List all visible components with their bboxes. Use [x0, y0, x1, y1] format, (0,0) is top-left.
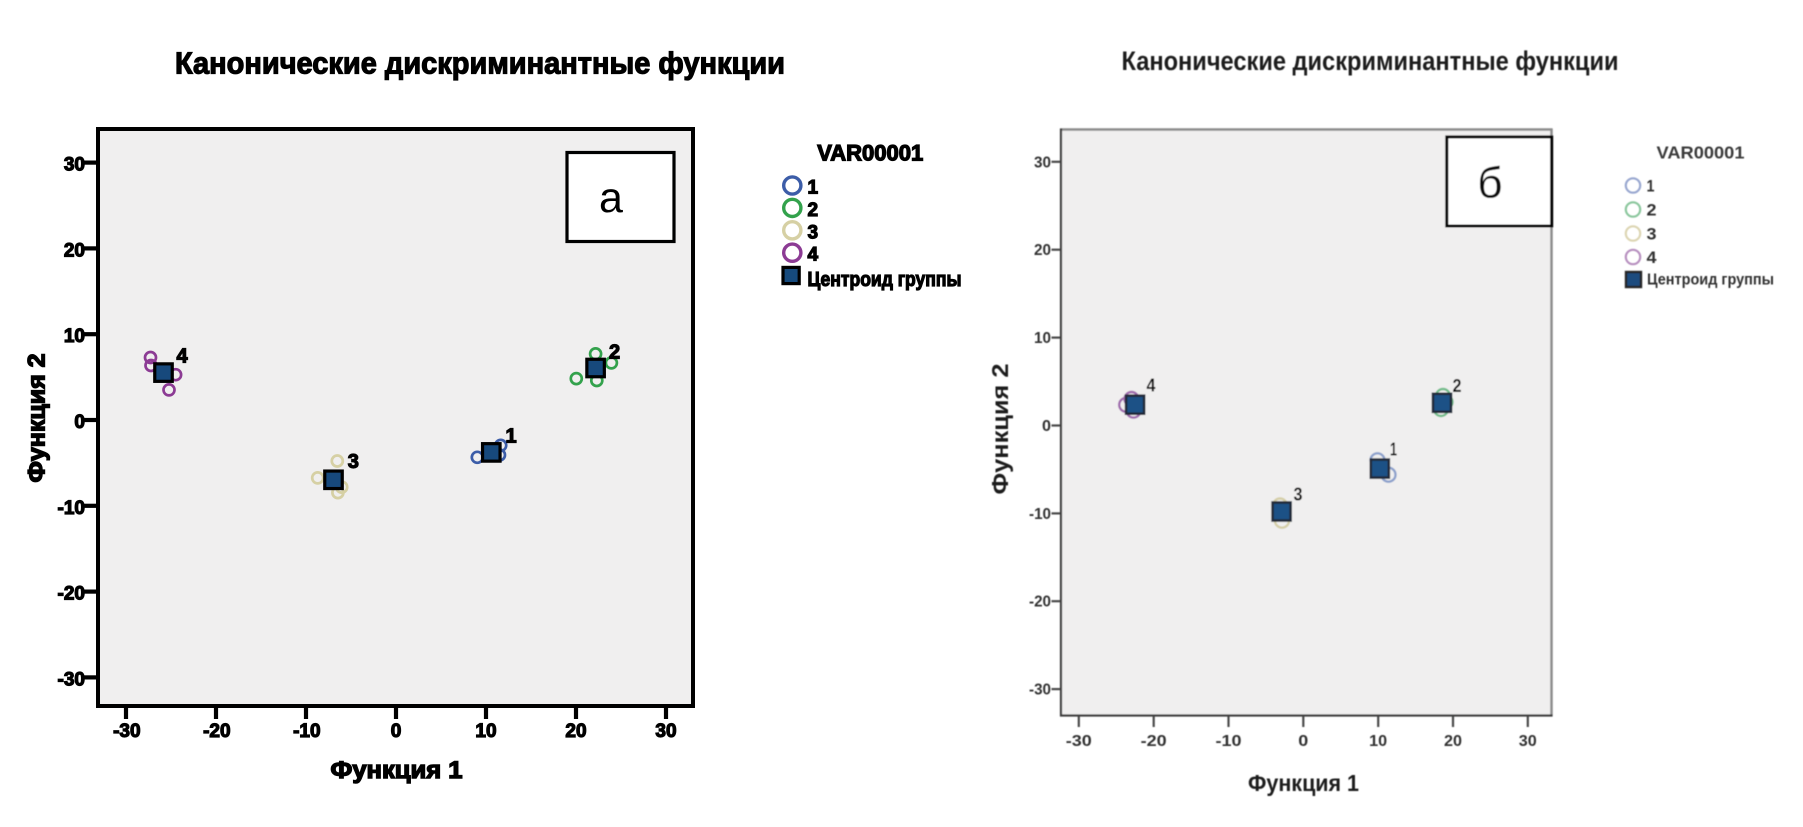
svg-text:Функция 2: Функция 2 [987, 364, 1013, 495]
svg-text:1: 1 [1390, 440, 1397, 460]
svg-text:30: 30 [1519, 733, 1537, 750]
svg-text:2: 2 [808, 200, 819, 221]
svg-text:Канонические дискриминантные ф: Канонические дискриминантные функции [175, 46, 785, 81]
svg-text:30: 30 [64, 155, 85, 176]
svg-text:-10: -10 [293, 721, 320, 742]
svg-text:4: 4 [177, 346, 189, 368]
svg-text:-10: -10 [1029, 506, 1051, 523]
svg-text:2: 2 [1647, 201, 1657, 220]
svg-text:-30: -30 [58, 669, 85, 690]
svg-text:30: 30 [655, 721, 676, 742]
svg-text:3: 3 [1647, 225, 1657, 244]
svg-text:10: 10 [1034, 330, 1051, 347]
svg-text:20: 20 [1444, 733, 1462, 750]
svg-text:20: 20 [1034, 242, 1051, 259]
svg-text:-30: -30 [1029, 682, 1051, 699]
svg-text:-30: -30 [1066, 733, 1092, 750]
svg-text:10: 10 [64, 326, 85, 347]
svg-text:-30: -30 [113, 721, 140, 742]
svg-text:-20: -20 [203, 721, 230, 742]
svg-text:10: 10 [475, 721, 496, 742]
svg-text:Центроид группы: Центроид группы [808, 269, 962, 291]
svg-text:30: 30 [1034, 154, 1051, 171]
svg-text:10: 10 [1369, 733, 1387, 750]
svg-text:4: 4 [808, 245, 819, 266]
svg-text:Функция 2: Функция 2 [24, 354, 51, 483]
svg-text:0: 0 [1042, 418, 1051, 435]
svg-text:-20: -20 [1029, 594, 1051, 611]
svg-text:3: 3 [808, 222, 819, 243]
svg-text:1: 1 [1647, 177, 1655, 196]
svg-text:б: б [1477, 159, 1502, 208]
svg-text:VAR00001: VAR00001 [817, 141, 923, 166]
svg-text:4: 4 [1147, 376, 1156, 396]
svg-text:2: 2 [609, 342, 620, 364]
svg-text:1: 1 [808, 178, 819, 199]
svg-text:Канонические дискриминантные ф: Канонические дискриминантные функции [1122, 46, 1619, 76]
svg-text:-20: -20 [58, 584, 85, 605]
svg-text:Функция 1: Функция 1 [331, 757, 463, 784]
svg-text:-10: -10 [58, 498, 85, 519]
svg-text:0: 0 [1298, 733, 1308, 750]
svg-text:4: 4 [1647, 248, 1658, 267]
svg-text:2: 2 [1453, 376, 1462, 396]
svg-text:20: 20 [565, 721, 586, 742]
svg-text:Центроид группы: Центроид группы [1647, 272, 1774, 289]
svg-text:Функция 1: Функция 1 [1248, 770, 1359, 796]
svg-text:а: а [599, 174, 623, 222]
svg-text:3: 3 [348, 451, 359, 473]
svg-text:-10: -10 [1216, 733, 1242, 750]
svg-text:VAR00001: VAR00001 [1657, 143, 1745, 163]
svg-text:3: 3 [1294, 485, 1303, 505]
svg-text:20: 20 [64, 240, 85, 261]
svg-text:-20: -20 [1141, 733, 1167, 750]
svg-text:0: 0 [74, 412, 85, 433]
svg-text:0: 0 [391, 721, 402, 742]
svg-text:1: 1 [506, 426, 517, 448]
